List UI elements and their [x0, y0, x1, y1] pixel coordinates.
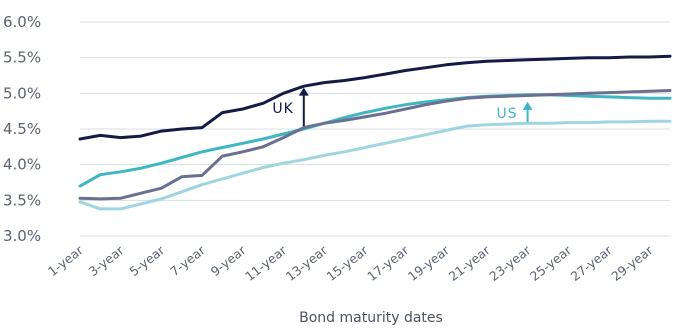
x-tick-label: 1-year: [45, 242, 87, 279]
x-tick-label: 7-year: [167, 242, 209, 279]
x-tick-label: 5-year: [126, 242, 168, 279]
x-tick-label: 19-year: [405, 242, 453, 284]
x-tick-label: 27-year: [568, 242, 616, 284]
x-tick-label: 11-year: [242, 242, 290, 284]
y-tick-label: 5.0%: [3, 84, 41, 102]
arrow-head-icon: [298, 87, 309, 96]
y-tick-label: 5.5%: [3, 49, 41, 67]
annotations: UK US: [272, 87, 533, 127]
y-tick-label: 6.0%: [3, 13, 41, 31]
series-line-0: [78, 54, 672, 141]
annotation-label: UK: [272, 101, 293, 117]
series-line-2: [78, 89, 672, 201]
x-tick-label: 15-year: [324, 242, 372, 284]
y-axis-ticks: 3.0% 3.5% 4.0% 4.5% 5.0% 5.5% 6.0%: [3, 13, 41, 245]
x-tick-label: 25-year: [527, 242, 575, 284]
x-axis-ticks: 1-year 3-year 5-year 7-year 9-year11-year13-…: [45, 242, 656, 284]
annotation-label: US: [496, 106, 517, 122]
series-line-3: [78, 119, 672, 211]
x-tick-label: 29-year: [608, 242, 656, 284]
y-tick-label: 3.5%: [3, 191, 41, 209]
x-axis-label: Bond maturity dates: [299, 310, 443, 326]
x-tick-label: 3-year: [86, 242, 128, 279]
x-tick-label: 23-year: [486, 242, 534, 284]
x-tick-label: 17-year: [364, 242, 412, 284]
y-tick-label: 3.0%: [3, 227, 41, 245]
x-tick-label: 13-year: [283, 242, 331, 284]
y-tick-label: 4.5%: [3, 120, 41, 138]
y-tick-label: 4.0%: [3, 156, 41, 174]
x-tick-label: 21-year: [446, 242, 494, 284]
series-lines: [78, 54, 672, 211]
arrow-head-icon: [522, 101, 533, 110]
series-line-1: [78, 93, 672, 188]
